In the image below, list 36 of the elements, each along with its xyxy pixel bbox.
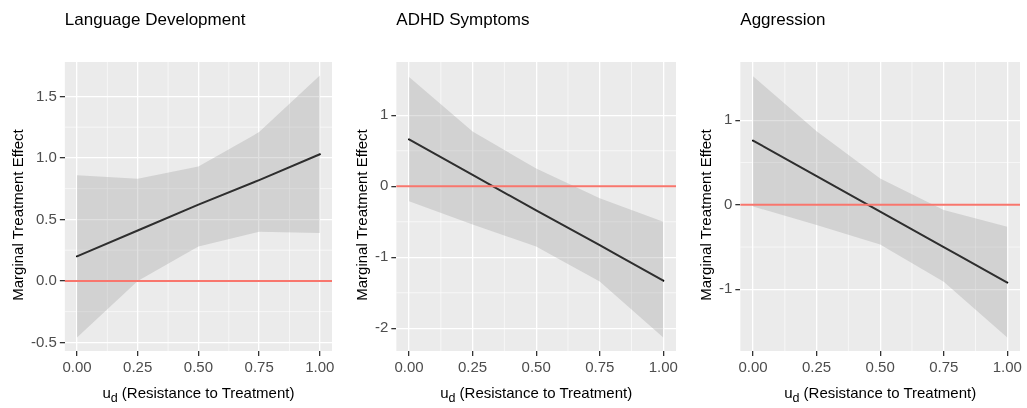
- chart-title: ADHD Symptoms: [396, 10, 530, 30]
- x-tick-label: 0.75: [244, 358, 274, 376]
- y-axis-title: Marginal Treatment Effect: [8, 129, 26, 301]
- chart-title: Aggression: [740, 10, 826, 30]
- y-tick-label: 0.5: [35, 209, 57, 227]
- x-tick-label: 0.75: [929, 358, 959, 376]
- chart-title: Language Development: [64, 10, 246, 30]
- y-tick-label: 1: [379, 105, 389, 123]
- y-tick-label: -1: [374, 247, 389, 265]
- y-axis-title: Marginal Treatment Effect: [696, 129, 714, 301]
- x-tick-label: 0.00: [738, 358, 768, 376]
- x-tick-label: 1.00: [648, 358, 678, 376]
- y-tick-label: 1.5: [35, 86, 57, 104]
- x-tick-label: 0.00: [62, 358, 92, 376]
- x-tick-label: 1.00: [992, 358, 1022, 376]
- x-tick-label: 0.25: [802, 358, 832, 376]
- y-axis-title: Marginal Treatment Effect: [352, 129, 370, 301]
- y-tick-label: 0.0: [35, 271, 57, 289]
- y-tick-label: 1: [723, 110, 733, 128]
- y-tick-label: 0: [723, 194, 733, 212]
- y-tick-label: -0.5: [30, 332, 57, 350]
- x-tick-label: 0.25: [458, 358, 488, 376]
- x-tick-label: 0.50: [183, 358, 214, 376]
- x-tick-label: 0.25: [123, 358, 153, 376]
- x-tick-label: 0.50: [521, 358, 551, 376]
- y-tick-label: -1: [718, 279, 733, 297]
- x-tick-label: 0.50: [865, 358, 895, 376]
- y-tick-label: 0: [379, 176, 389, 194]
- x-axis-title: u$_{d}$ (Resistance to Treatment): [440, 384, 633, 405]
- x-axis-title: u$_{d}$ (Resistance to Treatment): [784, 384, 977, 405]
- x-axis-title: u$_{d}$ (Resistance to Treatment): [102, 384, 295, 405]
- x-tick-label: 0.75: [585, 358, 615, 376]
- y-tick-label: 1.0: [35, 148, 57, 166]
- x-tick-label: 0.00: [394, 358, 424, 376]
- x-tick-label: 1.00: [305, 358, 335, 376]
- y-tick-label: -2: [374, 318, 389, 336]
